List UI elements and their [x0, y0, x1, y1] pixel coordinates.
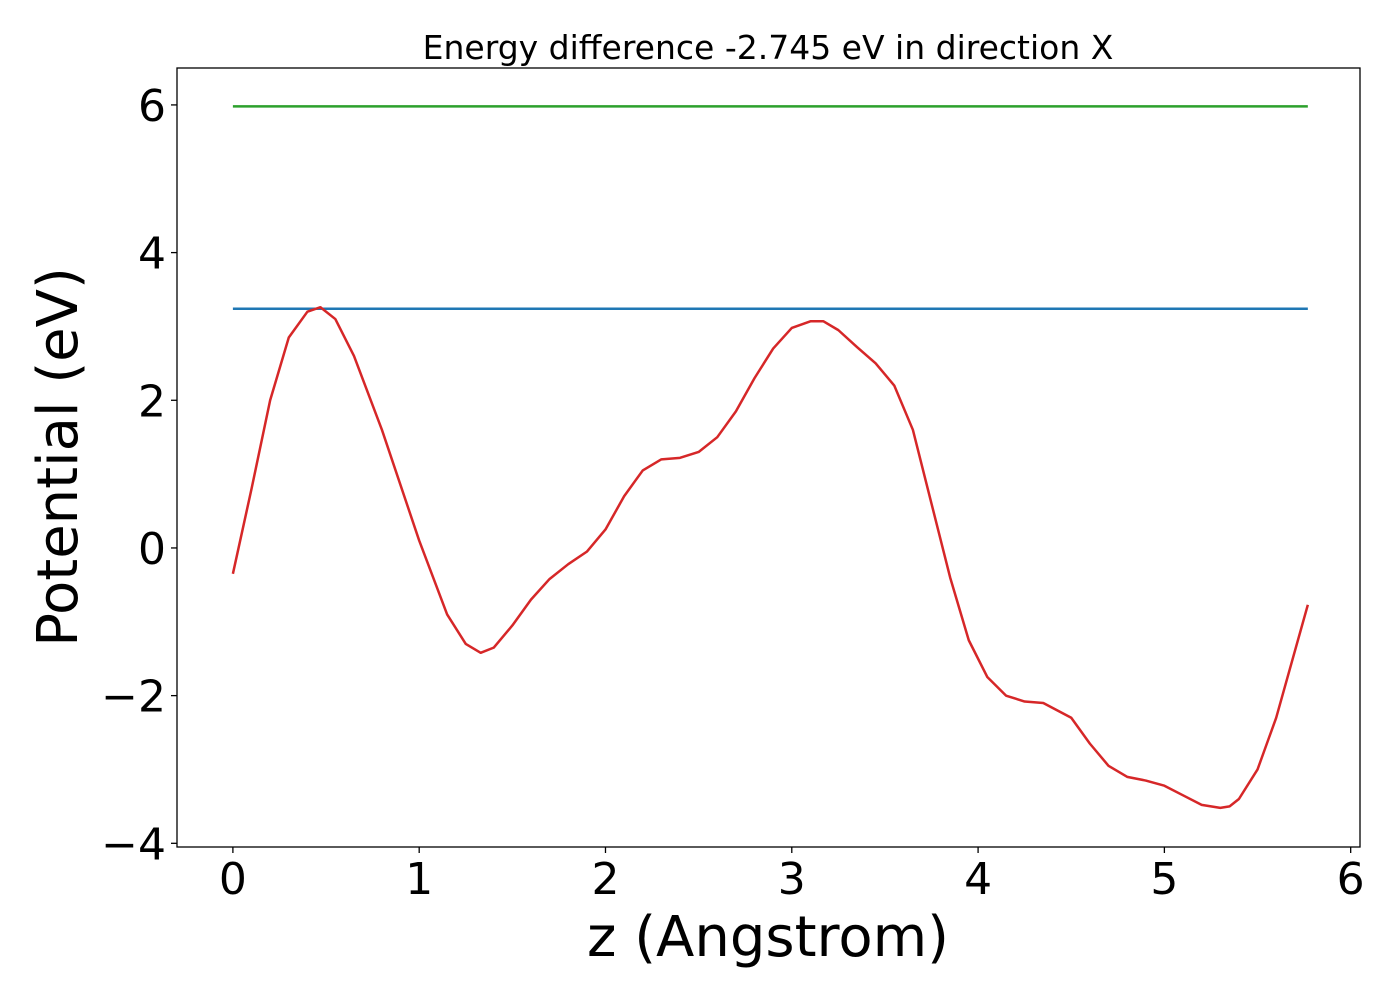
chart-title: Energy difference -2.745 eV in direction… — [423, 28, 1114, 67]
y-tick-label: −2 — [101, 672, 166, 723]
y-tick-label: 0 — [138, 524, 166, 575]
y-tick-label: −4 — [101, 819, 166, 870]
x-tick-label: 6 — [1337, 854, 1365, 905]
x-tick-label: 4 — [964, 854, 992, 905]
y-axis-label: Potential (eV) — [26, 267, 91, 647]
x-axis-ticks: 0 1 2 3 4 5 6 — [219, 847, 1365, 905]
y-tick-label: 4 — [138, 229, 166, 280]
x-tick-label: 1 — [405, 854, 433, 905]
x-tick-label: 3 — [778, 854, 806, 905]
x-tick-label: 5 — [1150, 854, 1178, 905]
x-tick-label: 2 — [591, 854, 619, 905]
x-axis-label: z (Angstrom) — [587, 905, 949, 970]
series-line-3 — [231, 305, 1310, 810]
plot-frame — [176, 67, 1361, 848]
y-tick-label: 6 — [138, 81, 166, 132]
plot-lines — [231, 105, 1310, 810]
x-tick-label: 0 — [219, 854, 247, 905]
y-tick-label: 2 — [138, 376, 166, 427]
y-axis-ticks: −4 −2 0 2 4 6 — [101, 81, 177, 870]
